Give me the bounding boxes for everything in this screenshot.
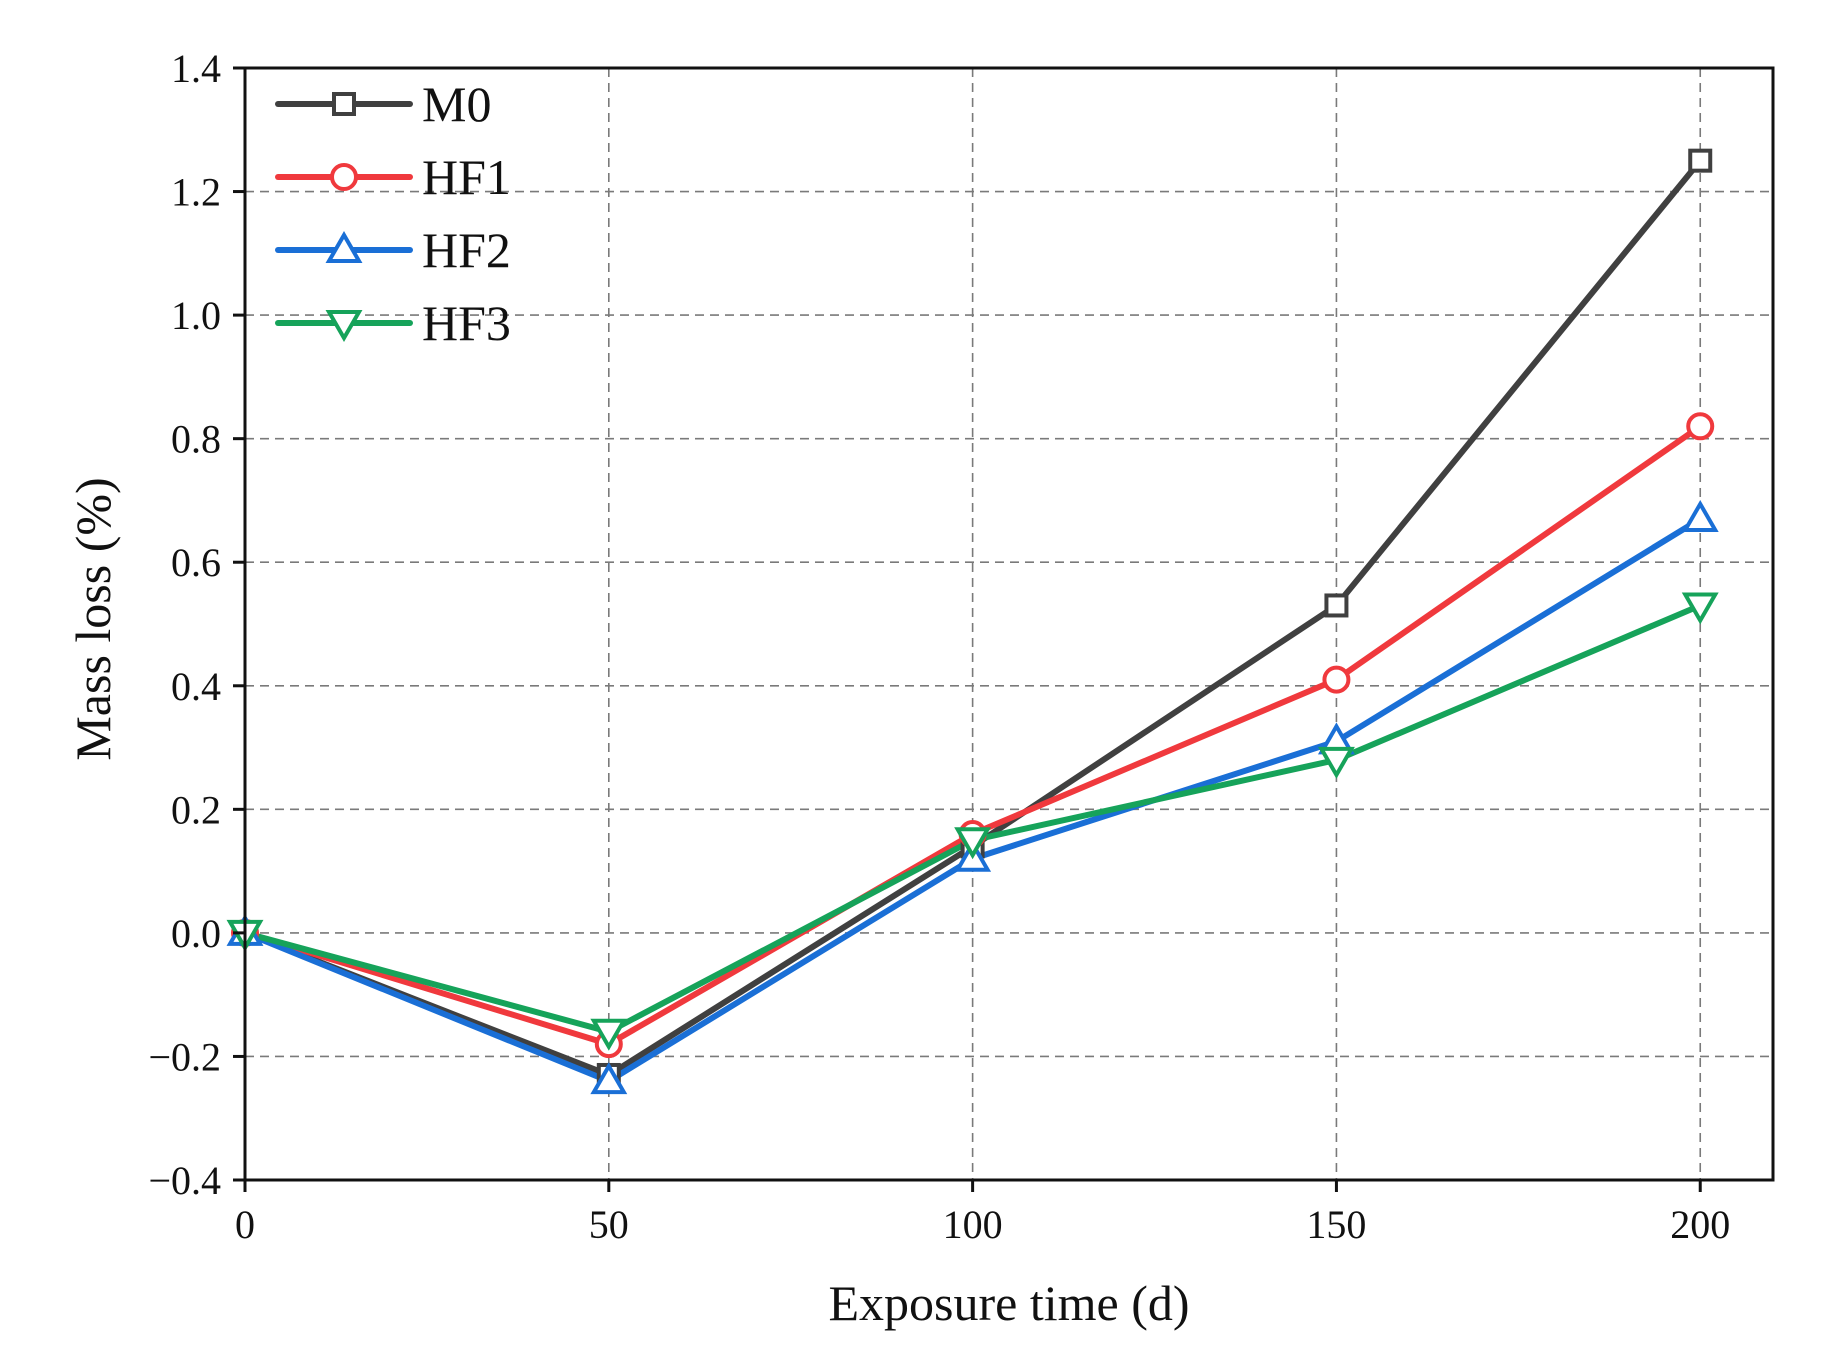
legend-marker-hf2 [325, 230, 363, 263]
data-point-m0 [1688, 148, 1713, 173]
data-point-hf1 [1686, 412, 1715, 441]
data-point-m0 [1324, 593, 1349, 618]
axis-ticks [233, 66, 1702, 1192]
x-tick-labels: 0 50 100 150 200 [235, 1202, 1730, 1247]
legend-marker-hf1 [330, 163, 358, 191]
x-axis-title: Exposure time (d) [828, 1275, 1189, 1331]
legend: M0 HF1 HF2 HF3 [275, 76, 511, 351]
y-tick-labels: −0.4 −0.2 0.0 0.2 0.4 0.6 0.8 1.0 1.2 1.4 [148, 46, 221, 1203]
x-tick-label: 100 [943, 1202, 1003, 1247]
data-point-hf1 [1322, 665, 1351, 694]
y-tick-label: 0.6 [171, 540, 221, 585]
y-tick-label: 0.0 [171, 911, 221, 956]
legend-label-m0: M0 [422, 76, 491, 132]
y-tick-label: 0.4 [171, 664, 221, 709]
legend-label-hf2: HF2 [422, 222, 511, 278]
x-tick-label: 50 [589, 1202, 629, 1247]
x-tick-label: 0 [235, 1202, 255, 1247]
y-tick-label: 1.0 [171, 293, 221, 338]
data-point-hf2 [1681, 499, 1719, 532]
y-tick-label: −0.4 [148, 1158, 221, 1203]
x-tick-label: 150 [1306, 1202, 1366, 1247]
y-tick-label: −0.2 [148, 1034, 221, 1079]
data-point-hf3 [954, 827, 992, 860]
x-tick-label: 200 [1670, 1202, 1730, 1247]
plot-frame [243, 66, 1775, 1182]
data-point-hf2 [590, 1062, 628, 1095]
y-tick-label: 0.8 [171, 417, 221, 462]
data-point-hf3 [1681, 592, 1719, 625]
legend-label-hf1: HF1 [422, 149, 511, 205]
y-tick-label: 1.2 [171, 170, 221, 215]
legend-marker-hf3 [325, 310, 363, 343]
series-markers [226, 148, 1719, 1095]
legend-label-hf3: HF3 [422, 295, 511, 351]
legend-marker-m0 [332, 92, 356, 116]
y-axis-title: Mass loss (%) [65, 477, 121, 760]
data-point-hf3 [1317, 746, 1355, 779]
data-point-hf3 [590, 1018, 628, 1051]
y-tick-label: 1.4 [171, 46, 221, 91]
y-tick-label: 0.2 [171, 787, 221, 832]
